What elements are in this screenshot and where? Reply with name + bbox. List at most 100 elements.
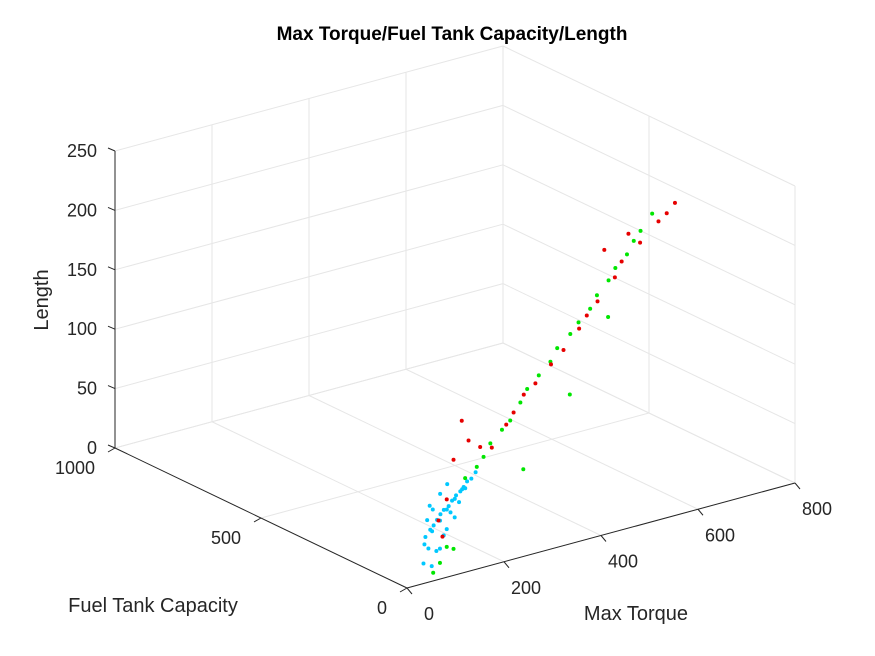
data-point [440, 534, 445, 539]
x-tick-label: 200 [511, 578, 541, 598]
x-tick-label: 600 [705, 525, 735, 545]
data-point [568, 332, 573, 337]
z-tick-label: 200 [67, 200, 97, 220]
grid-line [502, 104, 796, 246]
grid-line [502, 164, 796, 306]
z-tick-mark [107, 385, 116, 390]
z-tick-mark [107, 266, 116, 271]
data-point [452, 515, 457, 520]
y-tick-mark [399, 587, 408, 593]
data-point [536, 373, 541, 378]
data-point [437, 560, 442, 565]
grid-line [114, 342, 504, 449]
data-point [521, 392, 526, 397]
data-point [478, 445, 483, 450]
data-point [521, 467, 526, 472]
grid-lines [114, 45, 796, 589]
data-point [504, 422, 509, 427]
data-point [423, 535, 428, 540]
data-point [457, 500, 462, 505]
y-tick-mark [107, 447, 116, 453]
data-point [446, 504, 451, 509]
x-tick-label: 0 [424, 604, 434, 624]
grid-line [502, 45, 796, 187]
z-tick-label: 150 [67, 260, 97, 280]
data-point [576, 320, 581, 325]
data-point [434, 549, 439, 554]
grid-line [114, 45, 504, 152]
x-tick-mark [794, 482, 801, 490]
data-point [577, 326, 582, 331]
z-tick-label: 50 [77, 379, 97, 399]
data-point [427, 503, 432, 508]
data-point [561, 347, 566, 352]
data-points [421, 200, 677, 575]
data-point [460, 487, 465, 492]
data-point [613, 266, 618, 271]
data-point [466, 438, 471, 443]
grid-line [502, 342, 796, 484]
data-point [619, 259, 624, 264]
data-point [518, 400, 523, 405]
x-tick-mark [406, 587, 413, 595]
data-point [451, 457, 456, 462]
data-point [454, 493, 459, 498]
grid-line [502, 223, 796, 365]
data-point [511, 410, 516, 415]
data-point [452, 496, 457, 501]
data-point [445, 482, 450, 487]
data-point [612, 275, 617, 280]
data-point [438, 491, 443, 496]
data-point [473, 470, 478, 475]
z-tick-mark [107, 206, 116, 211]
data-point [638, 240, 643, 245]
grid-line [114, 283, 504, 390]
data-point [549, 362, 554, 367]
data-point [436, 518, 441, 523]
data-point [444, 544, 449, 549]
data-point [444, 527, 449, 532]
data-point [567, 392, 572, 397]
x-tick-mark [697, 508, 704, 516]
z-tick-label: 100 [67, 319, 97, 339]
data-point [606, 278, 611, 283]
data-point [463, 476, 468, 481]
axes [107, 147, 801, 595]
data-point [448, 510, 453, 515]
data-point [606, 315, 611, 320]
y-tick-label: 1000 [55, 458, 95, 478]
data-point [672, 200, 677, 205]
x-tick-label: 400 [608, 552, 638, 572]
data-point [426, 546, 431, 551]
z-tick-label: 250 [67, 141, 97, 161]
x-tick-mark [600, 535, 607, 542]
data-point [650, 211, 655, 216]
y-tick-label: 0 [377, 598, 387, 618]
data-point [430, 507, 435, 512]
data-point [588, 306, 593, 311]
data-point [602, 247, 607, 252]
data-point [638, 228, 643, 233]
data-point [481, 454, 486, 459]
grid-line [260, 412, 650, 519]
data-point [656, 219, 661, 224]
data-point [430, 529, 435, 534]
data-point [499, 427, 504, 432]
grid-line [502, 283, 796, 425]
data-point [431, 570, 436, 575]
data-point [465, 479, 470, 484]
data-point [469, 476, 474, 481]
data-point [631, 238, 636, 243]
data-point [584, 313, 589, 318]
data-point [664, 211, 669, 216]
data-point [626, 231, 631, 236]
y-axis-label: Fuel Tank Capacity [68, 595, 238, 617]
data-point [474, 464, 479, 469]
data-point [451, 546, 456, 551]
grid-line [114, 104, 504, 211]
data-point [624, 252, 629, 257]
z-tick-mark [107, 147, 116, 152]
data-point [463, 486, 468, 491]
